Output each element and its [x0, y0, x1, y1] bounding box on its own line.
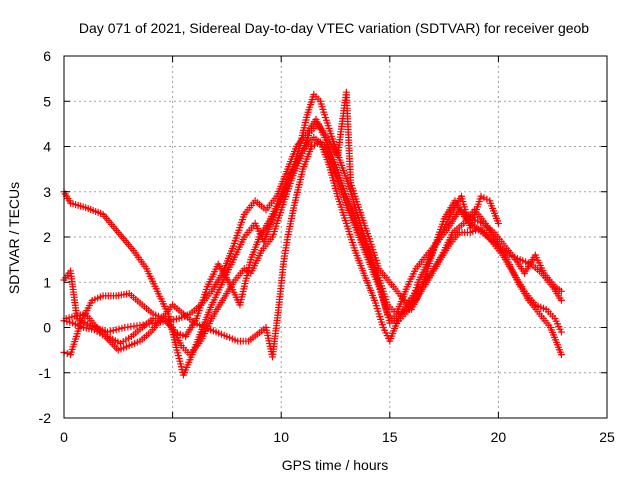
series-track-1 — [60, 90, 502, 379]
y-tick-label: 2 — [43, 229, 51, 245]
grid-lines — [64, 56, 607, 418]
series-track-5 — [62, 88, 565, 347]
data-point — [557, 351, 565, 359]
y-tick-label: 6 — [43, 48, 51, 64]
data-point — [557, 296, 565, 304]
x-tick-label: 20 — [491, 429, 507, 445]
series-track-4 — [60, 138, 565, 361]
y-tick-label: 4 — [43, 139, 51, 155]
x-tick-label: 5 — [169, 429, 177, 445]
y-tick-label: 3 — [43, 184, 51, 200]
axes — [63, 55, 608, 419]
y-tick-label: 0 — [43, 320, 51, 336]
y-tick-label: -2 — [39, 410, 52, 426]
x-tick-label: 15 — [382, 429, 398, 445]
x-tick-label: 25 — [599, 429, 615, 445]
y-axis-label: SDTVAR / TECUs — [6, 182, 22, 294]
x-tick-label: 10 — [273, 429, 289, 445]
x-tick-label: 0 — [60, 429, 68, 445]
plot-border — [63, 55, 608, 419]
data-point — [494, 219, 502, 227]
y-tick-label: 5 — [43, 93, 51, 109]
chart-title: Day 071 of 2021, Sidereal Day-to-day VTE… — [79, 20, 589, 36]
data-point — [557, 328, 565, 336]
x-axis-label: GPS time / hours — [282, 457, 389, 473]
data-points — [60, 88, 565, 379]
tick-labels: 0 5 10 15 20 25 -2 -1 0 1 2 3 4 5 6 — [39, 48, 615, 445]
data-point-sample — [63, 350, 71, 358]
y-tick-label: 1 — [43, 274, 51, 290]
y-tick-label: -1 — [39, 365, 52, 381]
